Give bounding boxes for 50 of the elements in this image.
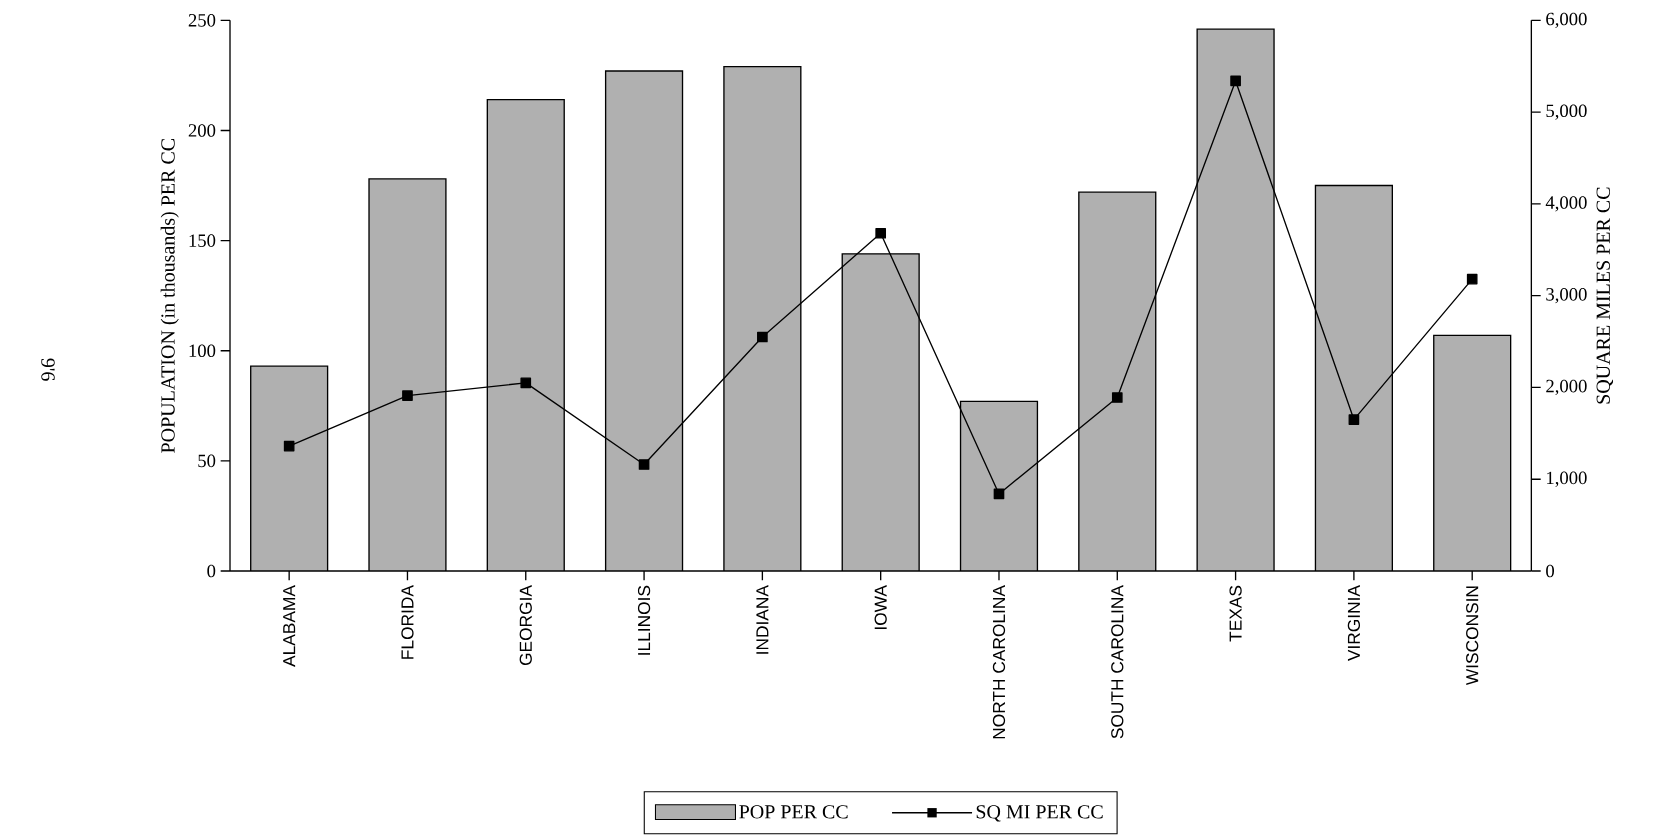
bar <box>369 178 446 571</box>
x-tick-label: WISCONSIN <box>1466 586 1479 686</box>
x-tick-label: TEXAS <box>1229 585 1242 642</box>
y2-tick-label: 6,000 <box>1546 12 1587 28</box>
y-tick-label: 50 <box>198 454 216 468</box>
y2-tick-label: 1,000 <box>1547 471 1587 487</box>
x-tick-label: ALABAMA <box>283 585 296 667</box>
legend-label: SQ MI PER CC <box>976 805 1103 822</box>
legend-label: POP PER CC <box>739 805 848 819</box>
x-tick-label: IOWA <box>874 585 887 630</box>
x-tick-label: ILLINOIS <box>637 585 651 655</box>
x-tick-label: SOUTH CAROLINA <box>1111 585 1124 739</box>
point <box>1230 75 1241 87</box>
point <box>283 440 295 452</box>
bar <box>1078 192 1156 571</box>
y2-tick-label: 5,000 <box>1546 104 1587 120</box>
point <box>402 390 413 402</box>
point <box>638 459 650 470</box>
bar <box>960 401 1038 571</box>
point <box>520 377 532 389</box>
point <box>1348 414 1360 425</box>
bar <box>487 99 565 571</box>
bar <box>723 66 801 571</box>
y-tick-label: 200 <box>188 124 216 137</box>
x-tick-label: FLORIDA <box>401 585 414 659</box>
point <box>757 331 768 343</box>
point <box>875 227 887 239</box>
bar <box>842 253 920 571</box>
y-tick-label: 150 <box>189 234 216 247</box>
x-tick-label: NORTH CAROLINA <box>992 585 1006 739</box>
bar <box>1315 185 1393 571</box>
x-tick-label: GEORGIA <box>519 585 532 666</box>
bar <box>1197 29 1275 571</box>
point <box>1466 273 1478 285</box>
y-tick-label: 0 <box>207 564 216 578</box>
bar <box>605 70 683 571</box>
bar <box>250 366 328 571</box>
text: 9'6 <box>41 358 55 381</box>
y-tick-label: 250 <box>188 14 216 27</box>
x-tick-label: INDIANA <box>756 585 769 654</box>
y-axis-title: POPULATION (in thousands) PER CC <box>160 139 179 453</box>
x-tick-label: VIRGINIA <box>1347 585 1361 662</box>
y2-tick-label: 2,000 <box>1546 379 1587 396</box>
y2-tick-label: 0 <box>1546 564 1555 578</box>
point <box>1111 392 1123 403</box>
y-tick-label: 100 <box>189 344 216 358</box>
y2-tick-label: 3,000 <box>1546 288 1587 304</box>
y2-tick-label: 4,000 <box>1545 196 1587 212</box>
y2-axis-title: SQUARE MILES PER CC <box>1596 187 1614 404</box>
bar <box>1433 334 1512 571</box>
